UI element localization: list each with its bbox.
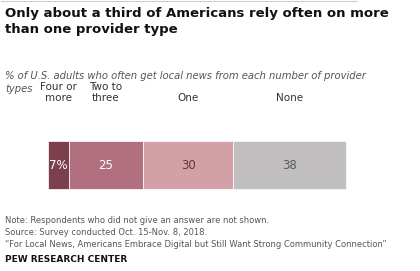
Text: Four or
more: Four or more xyxy=(39,82,76,103)
Text: 30: 30 xyxy=(181,159,195,172)
Text: 38: 38 xyxy=(282,159,297,172)
Text: PEW RESEARCH CENTER: PEW RESEARCH CENTER xyxy=(5,255,127,264)
FancyBboxPatch shape xyxy=(143,141,233,189)
Text: 7%: 7% xyxy=(49,159,67,172)
Text: Note: Respondents who did not give an answer are not shown.
Source: Survey condu: Note: Respondents who did not give an an… xyxy=(5,216,386,249)
Text: 25: 25 xyxy=(98,159,113,172)
Text: Only about a third of Americans rely often on more
than one provider type: Only about a third of Americans rely oft… xyxy=(5,7,389,36)
FancyBboxPatch shape xyxy=(233,141,346,189)
Text: One: One xyxy=(177,93,199,103)
Text: % of U.S. adults who often get local news from each number of provider
types: % of U.S. adults who often get local new… xyxy=(5,71,366,93)
Text: None: None xyxy=(276,93,303,103)
Text: Two to
three: Two to three xyxy=(89,82,123,103)
FancyBboxPatch shape xyxy=(47,141,68,189)
FancyBboxPatch shape xyxy=(68,141,143,189)
